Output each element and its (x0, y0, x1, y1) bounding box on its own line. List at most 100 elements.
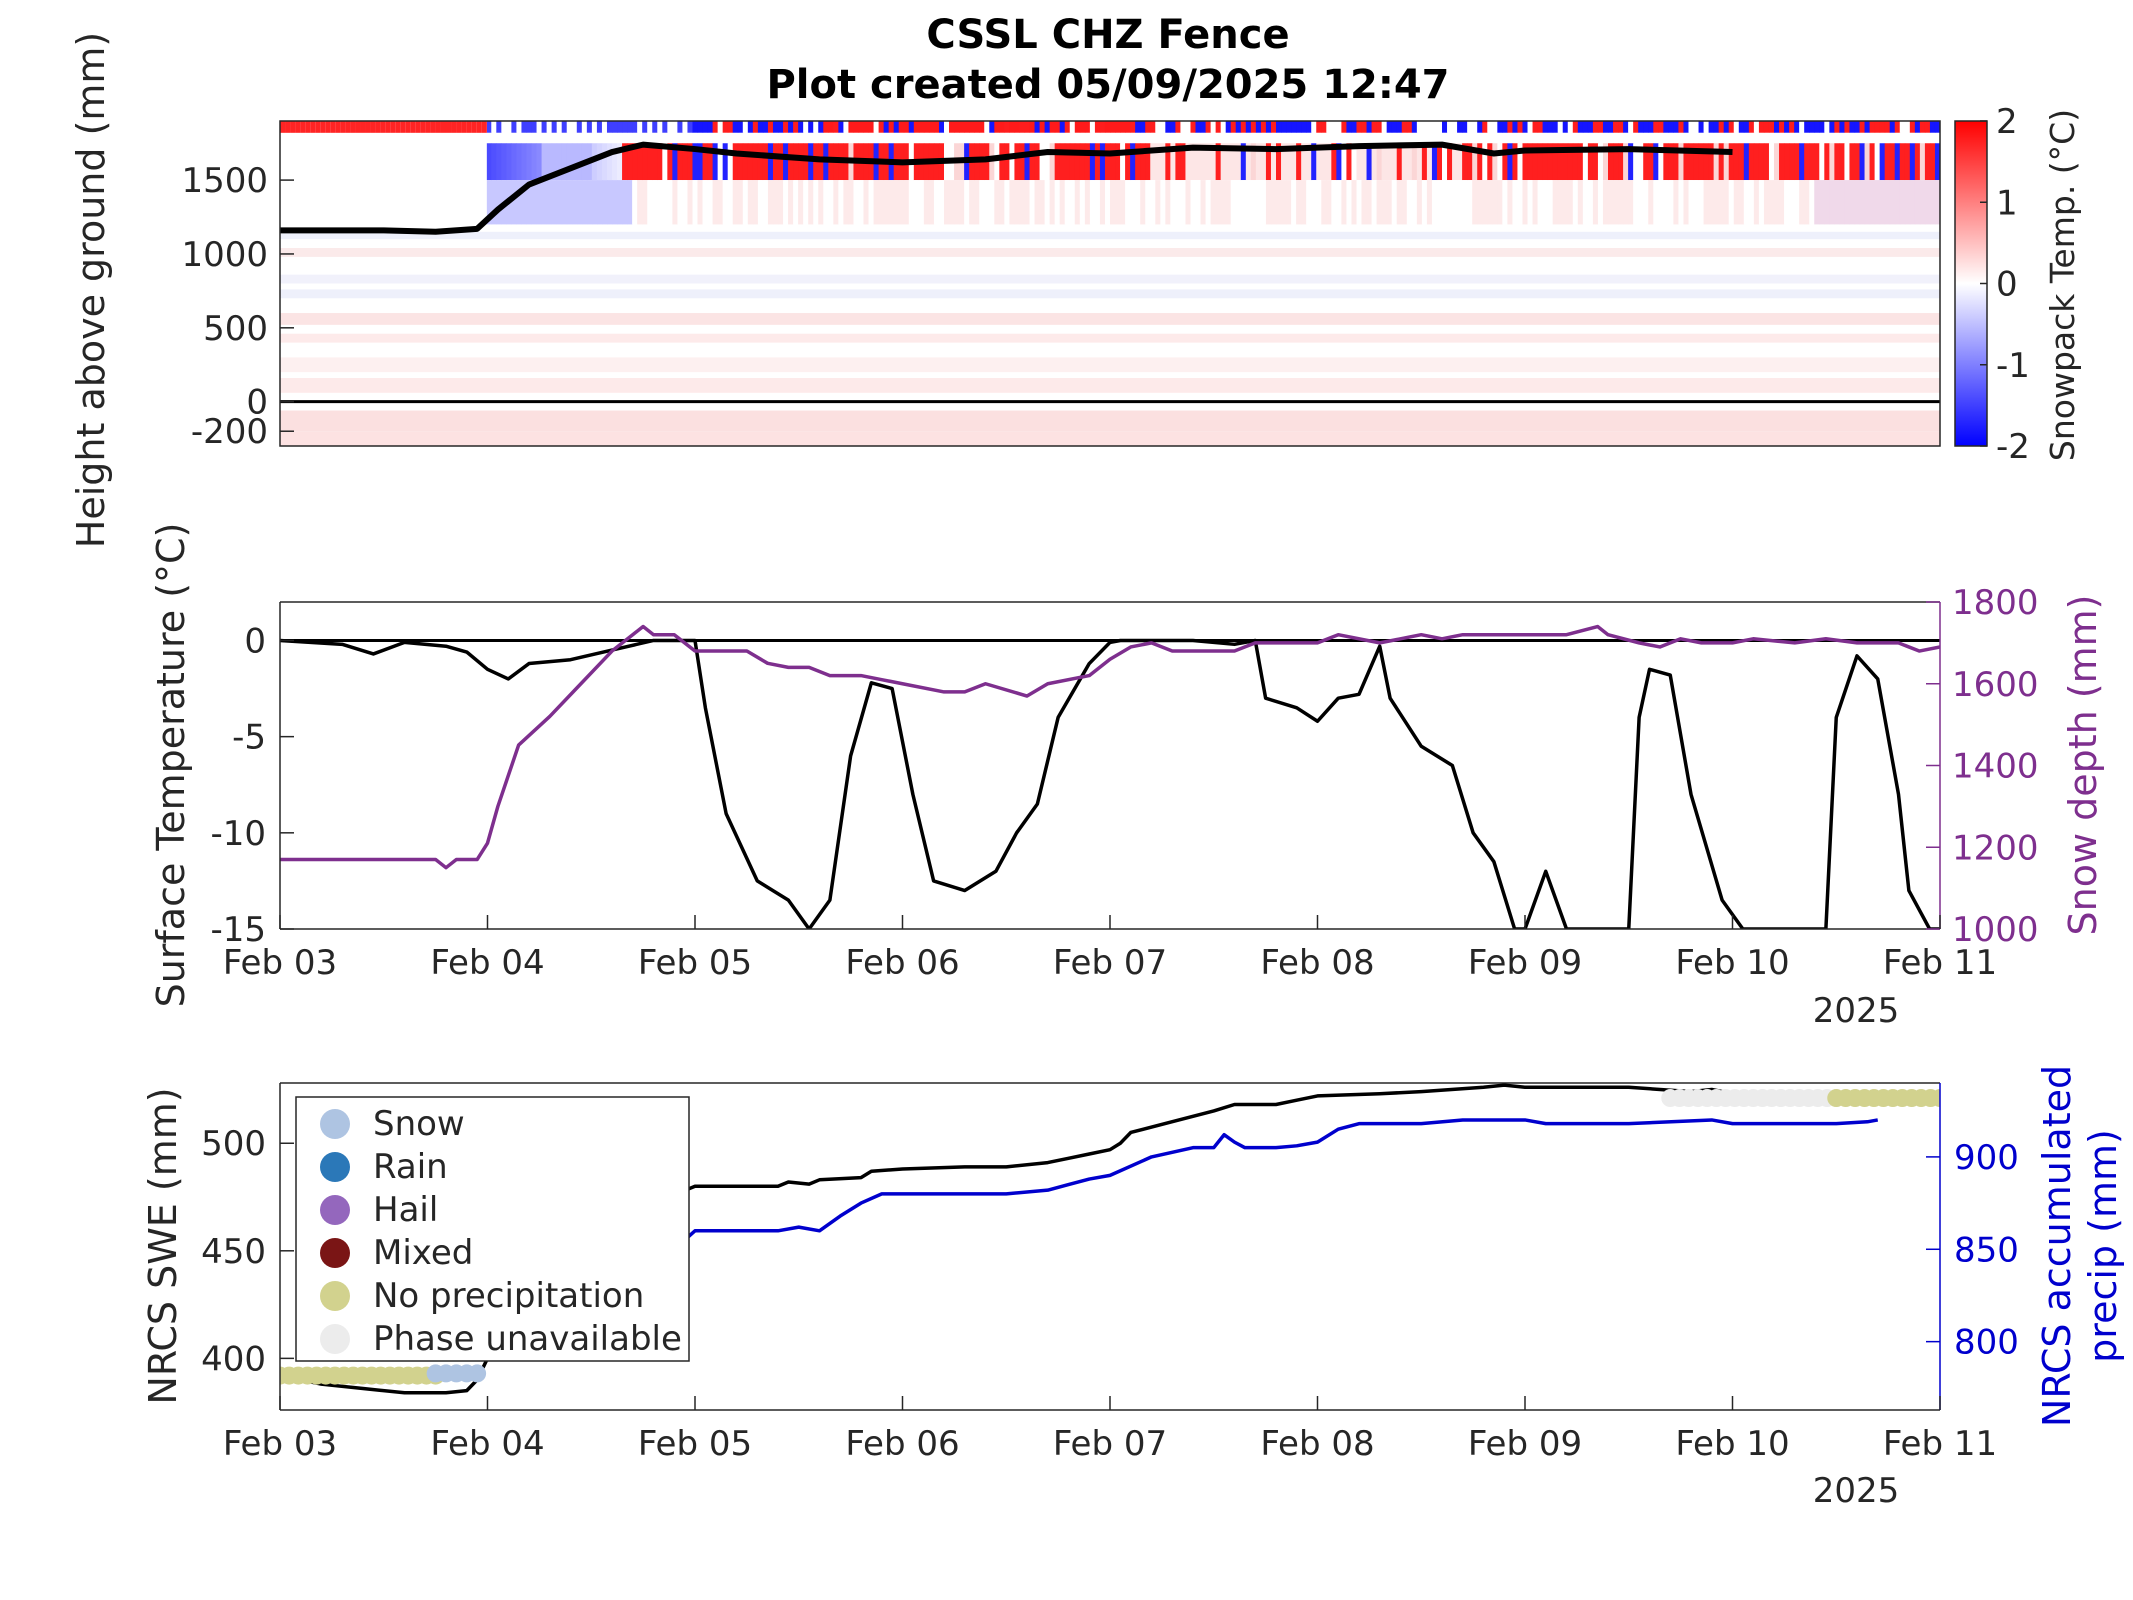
heatmap-cell (1421, 121, 1428, 133)
heatmap-cell (1653, 143, 1659, 181)
heatmap-cell (883, 121, 890, 133)
heatmap-cell (1572, 180, 1579, 225)
heatmap-cell (1205, 121, 1212, 133)
heatmap-cell (466, 121, 472, 228)
heatmap-cell (637, 121, 643, 133)
heatmap-cell (803, 180, 809, 225)
heatmap-cell (1703, 180, 1710, 225)
heatmap-cell (1089, 143, 1096, 181)
heatmap-cell (1517, 180, 1524, 225)
heatmap-cell (1748, 180, 1755, 225)
heatmap-cell (1507, 143, 1514, 181)
heatmap-cell (757, 121, 764, 133)
heatmap-cell (606, 143, 613, 181)
heatmap-cell (1743, 180, 1750, 225)
heatmap-cell (280, 313, 1940, 325)
heatmap-cell (1064, 121, 1071, 133)
heatmap-cell (667, 180, 673, 225)
heatmap-cell (385, 121, 392, 229)
panel3-y-tick-label: 500 (201, 1124, 266, 1164)
heatmap-cell (1874, 121, 1881, 133)
panel2-y-tick-label: 0 (244, 621, 266, 661)
heatmap-cell (989, 121, 995, 133)
heatmap-cell (1401, 180, 1408, 225)
heatmap-cell (1567, 180, 1574, 225)
heatmap-cell (1426, 180, 1433, 225)
heatmap-cell (954, 180, 960, 225)
heatmap-cell (757, 143, 764, 181)
heatmap-cell (1321, 180, 1327, 225)
heatmap-cell (1768, 180, 1775, 225)
heatmap-cell (1265, 180, 1272, 225)
heatmap-cell (1728, 121, 1735, 133)
heatmap-cell (1557, 121, 1564, 133)
panel2-y2-tick-label: 1200 (1952, 828, 2039, 868)
heatmap-cell (1733, 121, 1740, 133)
heatmap-cell (1210, 121, 1217, 133)
heatmap-cell (1125, 121, 1131, 133)
heatmap-cell (1909, 180, 1916, 225)
heatmap-cell (798, 180, 804, 225)
heatmap-cell (1693, 143, 1700, 181)
heatmap-cell (1824, 180, 1830, 225)
heatmap-cell (280, 121, 286, 133)
heatmap-cell (793, 180, 799, 225)
panel3-x-tick-label: Feb 03 (223, 1424, 337, 1464)
heatmap-cell (1628, 143, 1634, 181)
heatmap-cell (1366, 143, 1373, 181)
heatmap-cell (1884, 143, 1891, 181)
heatmap-cell (330, 121, 336, 133)
heatmap-cell (1562, 143, 1569, 181)
heatmap-cell (772, 180, 779, 225)
heatmap-cell (1899, 180, 1906, 225)
heatmap-cell (1668, 143, 1674, 181)
heatmap-cell (1115, 121, 1121, 133)
heatmap-cell (1774, 121, 1780, 133)
heatmap-cell (1638, 143, 1644, 181)
heatmap-cell (486, 121, 492, 133)
heatmap-cell (1512, 180, 1519, 225)
heatmap-cell (1099, 121, 1106, 133)
heatmap-cell (1265, 121, 1272, 133)
heatmap-cell (1914, 180, 1921, 225)
panel2-x-tick-label: Feb 06 (845, 943, 959, 983)
heatmap-cell (1281, 121, 1287, 133)
heatmap-cell (1024, 121, 1031, 133)
heatmap-cell (481, 121, 487, 133)
heatmap-cell (1195, 180, 1202, 225)
heatmap-cell (657, 180, 663, 225)
heatmap-cell (1753, 180, 1760, 225)
heatmap-cell (486, 180, 492, 225)
heatmap-cell (1044, 180, 1051, 225)
panel3-x-tick-label: Feb 08 (1260, 1424, 1374, 1464)
heatmap-cell (1602, 143, 1609, 181)
legend-marker (320, 1152, 350, 1182)
heatmap-cell (964, 180, 970, 225)
heatmap-cell (1381, 143, 1388, 181)
heatmap-cell (1688, 180, 1695, 225)
heatmap-cell (1779, 121, 1785, 133)
heatmap-cell (1914, 121, 1921, 133)
heatmap-cell (491, 121, 497, 133)
heatmap-cell (622, 143, 628, 181)
panel2-y2-tick-label: 1600 (1952, 665, 2039, 705)
heatmap-cell (1477, 143, 1483, 181)
heatmap-cell (1552, 121, 1559, 133)
heatmap-cell (1391, 143, 1398, 181)
heatmap-cell (1884, 180, 1891, 225)
heatmap-cell (1115, 180, 1121, 225)
heatmap-cell (561, 121, 568, 133)
heatmap-cell (632, 121, 638, 133)
heatmap-cell (1904, 121, 1911, 133)
heatmap-cell (1270, 121, 1277, 133)
heatmap-cell (330, 121, 336, 229)
heatmap-cell (1170, 180, 1176, 225)
panel2-y-axis-label: Surface Temperature (°C) (149, 523, 193, 1008)
heatmap-cell (1245, 121, 1252, 133)
heatmap-cell (516, 180, 523, 225)
heatmap-cell (1286, 121, 1292, 133)
heatmap-cell (1381, 180, 1388, 225)
heatmap-cell (1281, 180, 1287, 225)
heatmap-cell (888, 121, 895, 133)
